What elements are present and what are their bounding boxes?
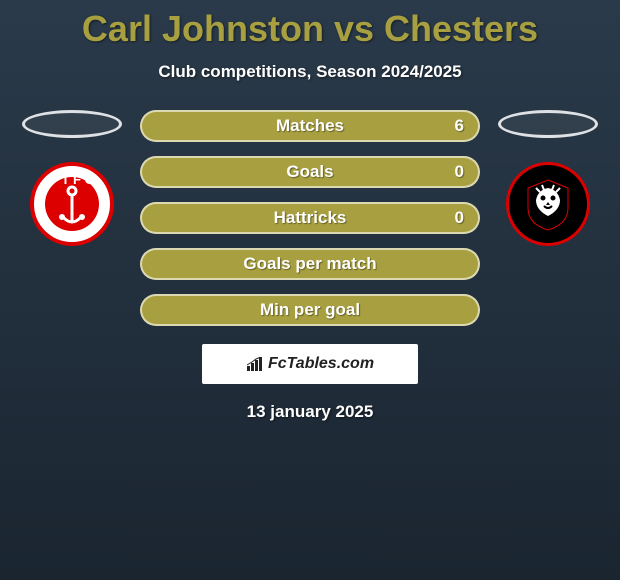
stat-label: Min per goal [260,300,360,320]
stat-label: Goals per match [243,254,376,274]
stat-label: Goals [286,162,333,182]
brand-watermark: FcTables.com [202,344,418,384]
left-ellipse-marker [22,110,122,138]
stat-value-right: 6 [455,116,464,136]
chart-icon [246,357,264,371]
stat-bar-hattricks: Hattricks 0 [140,202,480,234]
stat-bar-matches: Matches 6 [140,110,480,142]
stat-label: Matches [276,116,344,136]
brand-text: FcTables.com [268,355,374,373]
right-ellipse-marker [498,110,598,138]
stats-list: Matches 6 Goals 0 Hattricks 0 Goals per … [140,110,480,326]
stat-bar-goals-per-match: Goals per match [140,248,480,280]
stat-bar-min-per-goal: Min per goal [140,294,480,326]
page-title: Carl Johnston vs Chesters [0,0,620,50]
left-team-crest: T F C [30,162,114,246]
stat-bar-goals: Goals 0 [140,156,480,188]
left-player-column: T F C [22,110,122,246]
stat-label: Hattricks [274,208,347,228]
right-team-crest [506,162,590,246]
left-crest-text: T F C [62,172,95,187]
lion-shield-icon [518,174,578,234]
comparison-row: T F C Matches 6 Goals 0 Hattricks 0 Goal… [0,110,620,326]
date-text: 13 january 2025 [0,402,620,422]
stat-value-right: 0 [455,162,464,182]
page-subtitle: Club competitions, Season 2024/2025 [0,62,620,82]
stat-value-right: 0 [455,208,464,228]
right-player-column [498,110,598,246]
